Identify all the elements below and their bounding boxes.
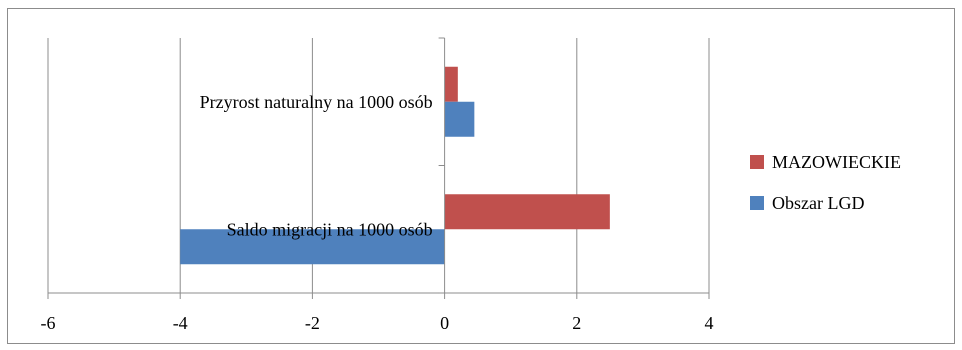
- legend-swatch: [750, 196, 764, 210]
- bar: [444, 101, 475, 137]
- x-tick-label: -2: [305, 313, 320, 333]
- legend-swatch: [750, 155, 764, 169]
- x-tick-label: 4: [705, 313, 714, 333]
- legend-entry: MAZOWIECKIE: [772, 152, 901, 172]
- category-label: Saldo migracji na 1000 osób: [227, 219, 433, 239]
- category-label: Przyrost naturalny na 1000 osób: [200, 92, 433, 112]
- chart-frame: [7, 8, 955, 344]
- bar: [180, 229, 445, 265]
- labels: -6 -4 -2 0 2 4 Przyrost naturalny na 1000 osób…: [41, 92, 714, 333]
- x-tick-label: -6: [41, 313, 56, 333]
- bar: [444, 194, 610, 230]
- x-tick-label: -4: [173, 313, 188, 333]
- bar: [444, 66, 458, 102]
- legend: MAZOWIECKIE Obszar LGD: [750, 152, 901, 213]
- axes: [47, 37, 710, 299]
- x-tick-label: 0: [440, 313, 449, 333]
- bars: [180, 66, 610, 265]
- legend-entry: Obszar LGD: [772, 193, 864, 213]
- x-tick-label: 2: [572, 313, 581, 333]
